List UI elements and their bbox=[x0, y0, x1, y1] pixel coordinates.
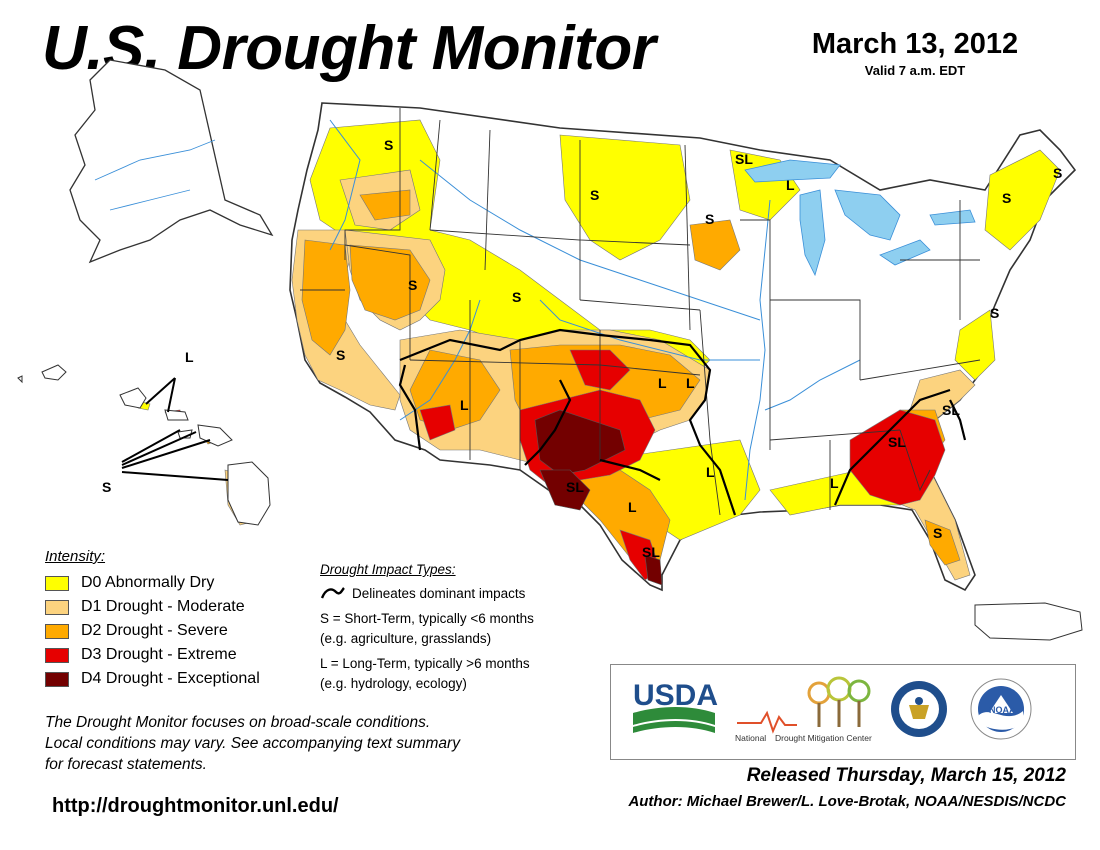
disclaimer-note: The Drought Monitor focuses on broad-sca… bbox=[45, 713, 585, 776]
website-link[interactable]: http://droughtmonitor.unl.edu/ bbox=[52, 795, 339, 817]
puerto-rico bbox=[974, 602, 1083, 641]
ndmc-name-text: Drought Mitigation Center bbox=[775, 733, 872, 743]
impact-types-legend: Drought Impact Types: Delineates dominan… bbox=[320, 560, 620, 693]
impact-label-s: S bbox=[512, 289, 521, 305]
alaska-rivers bbox=[94, 139, 216, 211]
impact-label-sl: SL bbox=[735, 151, 753, 167]
alaska-land bbox=[69, 59, 274, 264]
noaa-logo: NOAA bbox=[970, 678, 1032, 740]
impact-label-l: L bbox=[460, 397, 469, 413]
legend-title: Intensity: bbox=[45, 548, 106, 565]
usda-logo-text: USDA bbox=[633, 679, 718, 712]
impact-label-l: L bbox=[185, 349, 194, 365]
impact-label-sl: SL bbox=[888, 434, 906, 450]
impact-types-title: Drought Impact Types: bbox=[320, 562, 456, 577]
legend-label-d1: D1 Drought - Moderate bbox=[81, 598, 245, 615]
hawaii-islands bbox=[17, 364, 271, 526]
noaa-logo-text: NOAA bbox=[989, 705, 1016, 715]
impact-label-l: L bbox=[706, 464, 715, 480]
intensity-legend: Intensity: D0 Abnormally Dry D1 Drought … bbox=[45, 548, 260, 691]
impact-label-l: L bbox=[830, 475, 839, 491]
author-credit: Author: Michael Brewer/L. Love-Brotak, N… bbox=[628, 793, 1066, 810]
impact-label-s: S bbox=[705, 211, 714, 227]
valid-time: Valid 7 a.m. EDT bbox=[864, 63, 966, 78]
legend-item-d4: D4 Drought - Exceptional bbox=[45, 667, 260, 691]
ndmc-logo: National Drought Mitigation Center bbox=[735, 676, 872, 743]
short-term-examples: (e.g. agriculture, grasslands) bbox=[320, 630, 492, 646]
impact-line-key: Delineates dominant impacts bbox=[320, 584, 620, 604]
impact-label-sl: SL bbox=[942, 402, 960, 418]
impact-lines bbox=[398, 328, 967, 516]
great-lakes bbox=[744, 159, 976, 277]
commerce-seal-icon bbox=[891, 681, 947, 737]
impact-label-s: S bbox=[990, 305, 999, 321]
note-line-1: The Drought Monitor focuses on broad-sca… bbox=[45, 714, 431, 731]
usda-logo: USDA bbox=[633, 679, 718, 733]
legend-swatch-d3 bbox=[45, 647, 69, 663]
legend-swatch-d4 bbox=[45, 671, 69, 687]
legend-swatch-d0 bbox=[45, 575, 69, 591]
hawaii-pointers bbox=[121, 377, 229, 481]
impact-line-icon bbox=[320, 587, 345, 599]
impact-label-s: S bbox=[102, 479, 111, 495]
impact-label-l: L bbox=[628, 499, 637, 515]
legend-label-d3: D3 Drought - Extreme bbox=[81, 646, 237, 663]
impact-delineates-text: Delineates dominant impacts bbox=[352, 585, 526, 601]
legend-label-d0: D0 Abnormally Dry bbox=[81, 574, 215, 591]
impact-labels: S SL L S S S S S S S S L L L L SL SL L S… bbox=[102, 137, 1062, 560]
impact-label-s: S bbox=[1002, 190, 1011, 206]
impact-label-l: L bbox=[786, 177, 795, 193]
state-boundaries bbox=[300, 108, 981, 516]
impact-label-s: S bbox=[384, 137, 393, 153]
note-line-3: for forecast statements. bbox=[45, 755, 207, 773]
legend-item-d1: D1 Drought - Moderate bbox=[45, 595, 260, 619]
legend-label-d2: D2 Drought - Severe bbox=[81, 622, 228, 639]
impact-label-l: L bbox=[686, 375, 695, 391]
legend-swatch-d1 bbox=[45, 599, 69, 615]
legend-item-d3: D3 Drought - Extreme bbox=[45, 643, 260, 667]
legend-item-d0: D0 Abnormally Dry bbox=[45, 571, 260, 595]
impact-label-sl: SL bbox=[642, 544, 660, 560]
long-term-text: L = Long-Term, typically >6 months bbox=[320, 656, 530, 672]
legend-swatch-d2 bbox=[45, 623, 69, 639]
note-line-2: Local conditions may vary. See accompany… bbox=[45, 734, 460, 752]
legend-item-d2: D2 Drought - Severe bbox=[45, 619, 260, 643]
impact-label-sl: SL bbox=[566, 479, 584, 495]
logos-svg: USDA National Drought Mitigation Center bbox=[633, 676, 1032, 743]
ndmc-national-text: National bbox=[735, 733, 766, 743]
short-term-key: S = Short-Term, typically <6 months (e.g… bbox=[320, 609, 620, 648]
impact-label-l: L bbox=[658, 375, 667, 391]
impact-label-s: S bbox=[933, 525, 942, 541]
short-term-text: S = Short-Term, typically <6 months bbox=[320, 611, 534, 627]
release-date: Released Thursday, March 15, 2012 bbox=[746, 765, 1066, 786]
long-term-key: L = Long-Term, typically >6 months (e.g.… bbox=[320, 654, 620, 693]
impact-label-s: S bbox=[1053, 165, 1062, 181]
impact-label-s: S bbox=[408, 277, 417, 293]
legend-label-d4: D4 Drought - Exceptional bbox=[81, 670, 260, 687]
map-date: March 13, 2012 bbox=[811, 28, 1019, 60]
long-term-examples: (e.g. hydrology, ecology) bbox=[320, 675, 467, 691]
impact-label-s: S bbox=[336, 347, 345, 363]
impact-label-s: S bbox=[590, 187, 599, 203]
partner-logos: USDA National Drought Mitigation Center bbox=[610, 664, 1076, 760]
